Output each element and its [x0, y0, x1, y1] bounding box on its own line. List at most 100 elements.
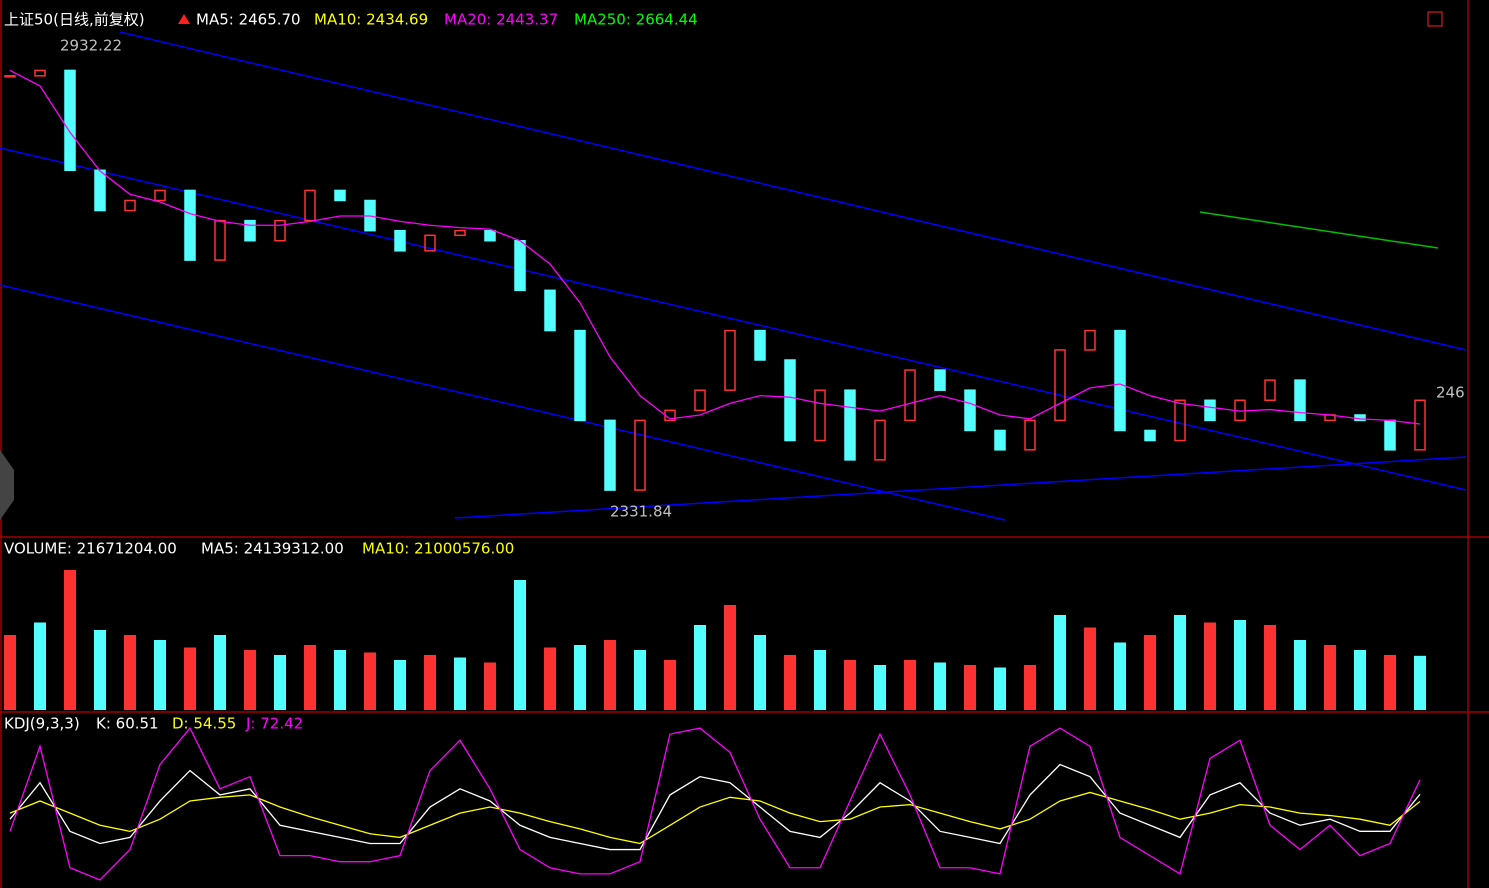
- volume-bar: [364, 652, 376, 710]
- volume-bar: [1084, 627, 1096, 710]
- candle: [814, 389, 826, 442]
- candle: [94, 169, 106, 212]
- volume-bar: [1294, 640, 1306, 710]
- volume-bar: [274, 655, 286, 710]
- volume-bar: [1174, 615, 1186, 710]
- candle: [1204, 399, 1216, 422]
- volume-bar: [394, 660, 406, 710]
- candle: [964, 389, 976, 432]
- line-series: [9, 791, 1421, 845]
- candle: [1294, 379, 1306, 422]
- line-series: [9, 763, 1421, 851]
- volume-bar: [484, 662, 496, 710]
- header-label: MA250: 2664.44: [574, 11, 698, 29]
- candle: [754, 329, 766, 361]
- up-arrow-icon: [178, 14, 190, 24]
- volume-bar: [454, 657, 466, 710]
- volume-bar: [874, 665, 886, 710]
- header-label: MA10: 2434.69: [314, 11, 428, 29]
- candle: [244, 219, 256, 242]
- volume-bar: [724, 605, 736, 710]
- candle: [454, 229, 466, 237]
- volume-bar: [244, 650, 256, 710]
- volume-bar: [814, 650, 826, 710]
- header-label: 上证50(日线,前复权): [4, 11, 145, 29]
- volume-bar: [544, 647, 556, 710]
- candle: [1174, 399, 1186, 442]
- candle: [1084, 329, 1096, 351]
- volume-bar: [154, 640, 166, 710]
- volume-bar: [1204, 622, 1216, 710]
- candle: [514, 240, 526, 292]
- candle: [934, 369, 946, 391]
- volume-bar: [184, 647, 196, 710]
- candle: [394, 229, 406, 252]
- header-label: MA5: 24139312.00: [201, 540, 344, 558]
- volume-bar: [304, 645, 316, 710]
- header-label: K: 60.51: [96, 715, 159, 733]
- candle: [214, 219, 226, 261]
- header-label: J: 72.42: [245, 715, 303, 733]
- candle: [994, 429, 1006, 451]
- candle: [724, 329, 736, 391]
- candle: [64, 69, 76, 172]
- volume-bar: [934, 662, 946, 710]
- volume-bar: [754, 635, 766, 710]
- candle: [484, 229, 496, 242]
- volume-bar: [964, 665, 976, 710]
- header-label: MA5: 2465.70: [196, 11, 301, 29]
- volume-bar: [4, 635, 16, 710]
- volume-bar: [1144, 635, 1156, 710]
- candle: [874, 419, 886, 461]
- volume-bar: [904, 660, 916, 710]
- candle: [334, 189, 346, 202]
- volume-bar: [604, 640, 616, 710]
- volume-bar: [784, 655, 796, 710]
- line-series: [9, 726, 1421, 881]
- volume-bar: [1264, 625, 1276, 710]
- candle: [574, 329, 586, 422]
- volume-bar: [1324, 645, 1336, 710]
- scroll-handle[interactable]: [0, 450, 14, 520]
- window-button[interactable]: [1427, 11, 1443, 27]
- candle: [694, 389, 706, 412]
- candle: [424, 234, 436, 252]
- volume-bar: [1384, 655, 1396, 710]
- candle: [1414, 399, 1426, 451]
- candle: [154, 189, 166, 202]
- header-label: D: 54.55: [172, 715, 236, 733]
- volume-bar: [1024, 665, 1036, 710]
- header-label: VOLUME: 21671204.00: [4, 540, 177, 558]
- candle: [1024, 419, 1036, 451]
- candle: [1384, 419, 1396, 451]
- candle: [4, 75, 16, 78]
- candle: [34, 69, 46, 77]
- volume-bar: [1414, 655, 1426, 710]
- volume-bar: [1354, 650, 1366, 710]
- volume-bar: [1054, 615, 1066, 710]
- candle: [904, 369, 916, 422]
- volume-bar: [664, 660, 676, 710]
- header-label: MA10: 21000576.00: [362, 540, 514, 558]
- candle: [1264, 379, 1276, 402]
- candle: [1114, 329, 1126, 432]
- volume-bar: [514, 580, 526, 710]
- volume-bar: [694, 625, 706, 710]
- annotation: 2932.22: [60, 37, 122, 55]
- candle: [634, 419, 646, 491]
- candle: [604, 419, 616, 491]
- volume-bar: [1114, 642, 1126, 710]
- candle: [184, 189, 196, 261]
- annotation: 2331.84: [610, 503, 672, 521]
- candle: [544, 289, 556, 332]
- volume-bar: [574, 645, 586, 710]
- candle: [304, 189, 316, 222]
- candle: [1054, 349, 1066, 422]
- trend-lines: [0, 31, 1467, 521]
- volume-bar: [34, 622, 46, 710]
- annotation: 246: [1436, 384, 1465, 402]
- ma250-line: [1199, 211, 1439, 249]
- candle: [844, 389, 856, 461]
